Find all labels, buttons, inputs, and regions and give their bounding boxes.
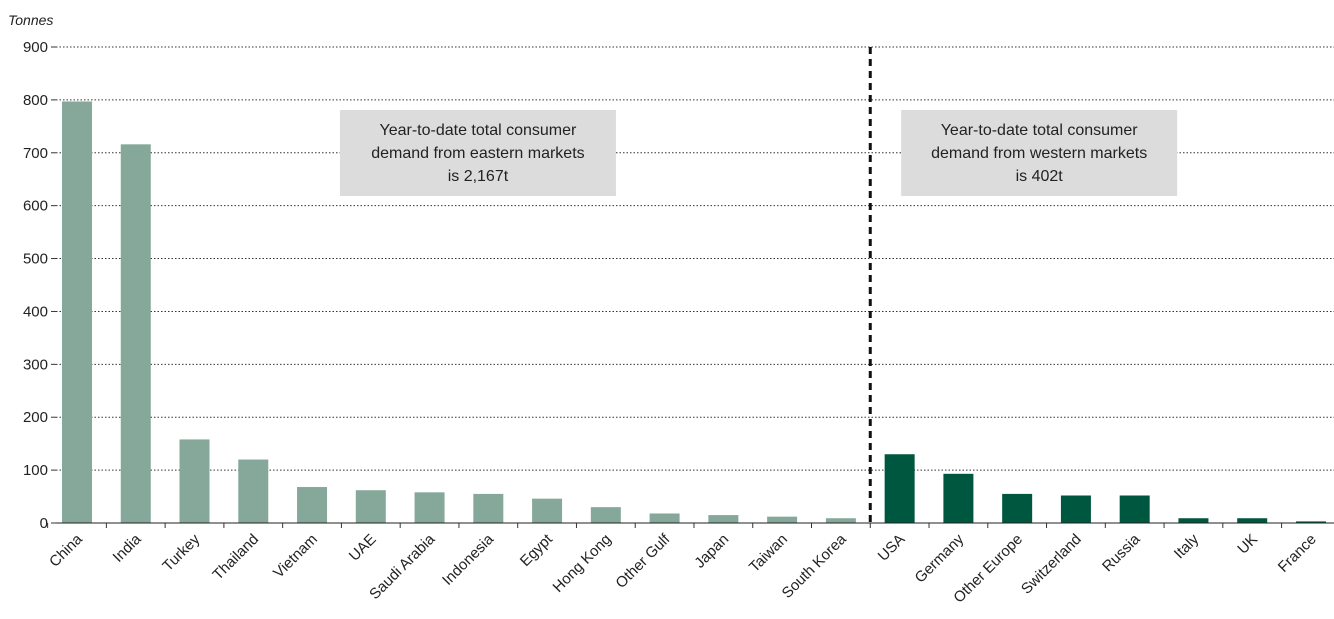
x-tick-label: Other Gulf xyxy=(612,530,674,592)
y-tick-label: 900 xyxy=(23,39,48,56)
x-tick-label: Switzerland xyxy=(1018,531,1085,598)
annotations: Year-to-date total consumer demand from e… xyxy=(339,110,1178,196)
y-tick-label: 400 xyxy=(23,303,48,320)
y-tick-label: 0 xyxy=(40,515,48,532)
x-tick-label: France xyxy=(1275,531,1320,576)
x-tick-label: Thailand xyxy=(209,531,262,584)
bar-switzerland xyxy=(1060,495,1091,523)
x-tick-label: UK xyxy=(1234,531,1261,558)
bar-hong-kong xyxy=(590,507,621,523)
x-tick-label: Germany xyxy=(912,530,968,586)
bar-other-europe xyxy=(1002,493,1033,523)
x-tick-label: Indonesia xyxy=(439,530,497,588)
y-axis-ticks: 0 100 200 300 400 500 600 700 800 900 xyxy=(23,39,56,532)
x-tick-label: Turkey xyxy=(159,530,203,574)
y-tick-label: 100 xyxy=(23,462,48,479)
y-axis-label: Tonnes xyxy=(8,12,53,28)
annotation-box xyxy=(339,110,616,196)
y-tick-label: 800 xyxy=(23,92,48,109)
x-tick-label: Italy xyxy=(1171,530,1203,562)
y-tick-label: 500 xyxy=(23,251,48,268)
bar-turkey xyxy=(179,439,210,523)
x-tick-label: UAE xyxy=(346,531,380,565)
y-tick-label: 200 xyxy=(23,409,48,426)
annotation-line: demand from western markets xyxy=(931,145,1147,162)
y-tick-label: 300 xyxy=(23,356,48,373)
annotation-line: Year-to-date total consumer xyxy=(941,122,1139,139)
bar-usa xyxy=(884,454,915,523)
bar-egypt xyxy=(532,498,563,523)
x-tick-label: China xyxy=(46,530,86,570)
bar-uae xyxy=(355,490,386,523)
bar-russia xyxy=(1119,495,1150,523)
x-tick-label: Hong Kong xyxy=(550,531,615,596)
bar-thailand xyxy=(238,459,269,523)
x-tick-label: South Korea xyxy=(779,530,850,601)
bar-taiwan xyxy=(767,516,798,523)
x-tick-label: Russia xyxy=(1099,530,1144,575)
x-tick-label: USA xyxy=(875,531,909,565)
y-tick-label: 700 xyxy=(23,145,48,162)
bar-germany xyxy=(943,473,974,523)
bar-south-korea xyxy=(825,518,856,523)
x-tick-label: Japan xyxy=(691,531,732,572)
bar-uk xyxy=(1237,518,1268,523)
bar-other-gulf xyxy=(649,513,680,523)
bar-indonesia xyxy=(473,493,504,523)
x-tick-label: Vietnam xyxy=(270,531,321,582)
bar-china xyxy=(62,101,92,523)
bar-italy xyxy=(1178,518,1209,523)
annotation-line: demand from eastern markets xyxy=(371,145,584,162)
bar-france xyxy=(1295,521,1326,523)
bar-japan xyxy=(708,515,739,523)
annotation-box xyxy=(901,110,1178,196)
bars xyxy=(62,101,1326,523)
x-tick-label: Egypt xyxy=(517,530,557,570)
bar-vietnam xyxy=(297,487,328,523)
y-tick-label: 600 xyxy=(23,198,48,215)
annotation-line: Year-to-date total consumer xyxy=(380,122,578,139)
bar-india xyxy=(120,144,151,523)
x-tick-label: India xyxy=(110,530,145,565)
x-tick-label: Taiwan xyxy=(746,531,791,576)
bar-saudi-arabia xyxy=(414,492,445,523)
x-axis-ticks: China India Turkey Thailand Vietnam UAESaudi … xyxy=(46,523,1320,607)
annotation-line: is 402t xyxy=(1016,168,1064,185)
annotation-line: is 2,167t xyxy=(448,168,509,185)
